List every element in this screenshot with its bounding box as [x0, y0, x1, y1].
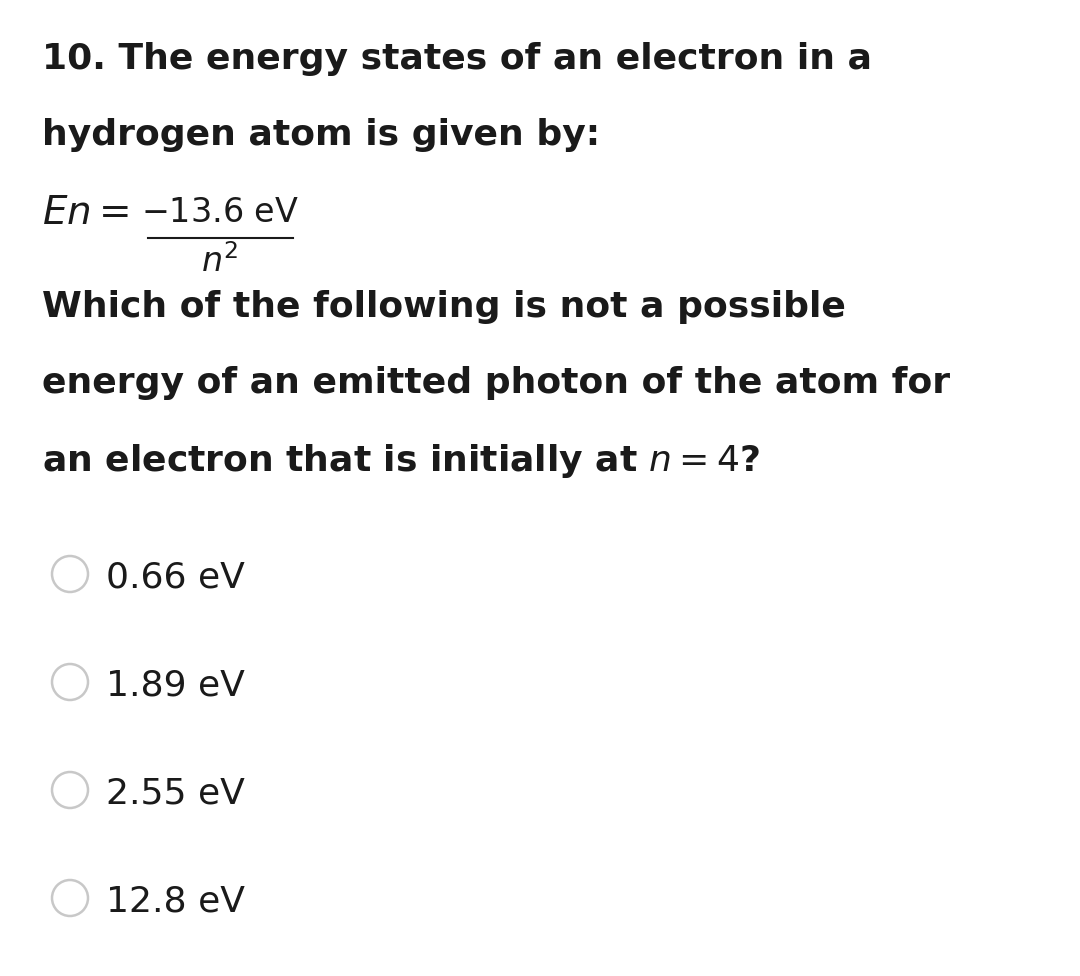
Text: 12.8 eV: 12.8 eV: [106, 884, 245, 918]
Text: 10. The energy states of an electron in a: 10. The energy states of an electron in …: [42, 42, 872, 76]
Text: Which of the following is not a possible: Which of the following is not a possible: [42, 290, 846, 324]
Text: hydrogen atom is given by:: hydrogen atom is given by:: [42, 118, 600, 152]
Text: an electron that is initially at $n = 4$?: an electron that is initially at $n = 4$…: [42, 442, 760, 480]
Text: 1.89 eV: 1.89 eV: [106, 668, 245, 702]
Text: energy of an emitted photon of the atom for: energy of an emitted photon of the atom …: [42, 366, 950, 400]
Text: 0.66 eV: 0.66 eV: [106, 560, 245, 594]
Text: $n^2$: $n^2$: [201, 244, 239, 279]
Text: $En =$: $En =$: [42, 194, 130, 232]
Text: $-$13.6 eV: $-$13.6 eV: [141, 196, 299, 229]
Text: 2.55 eV: 2.55 eV: [106, 776, 245, 810]
